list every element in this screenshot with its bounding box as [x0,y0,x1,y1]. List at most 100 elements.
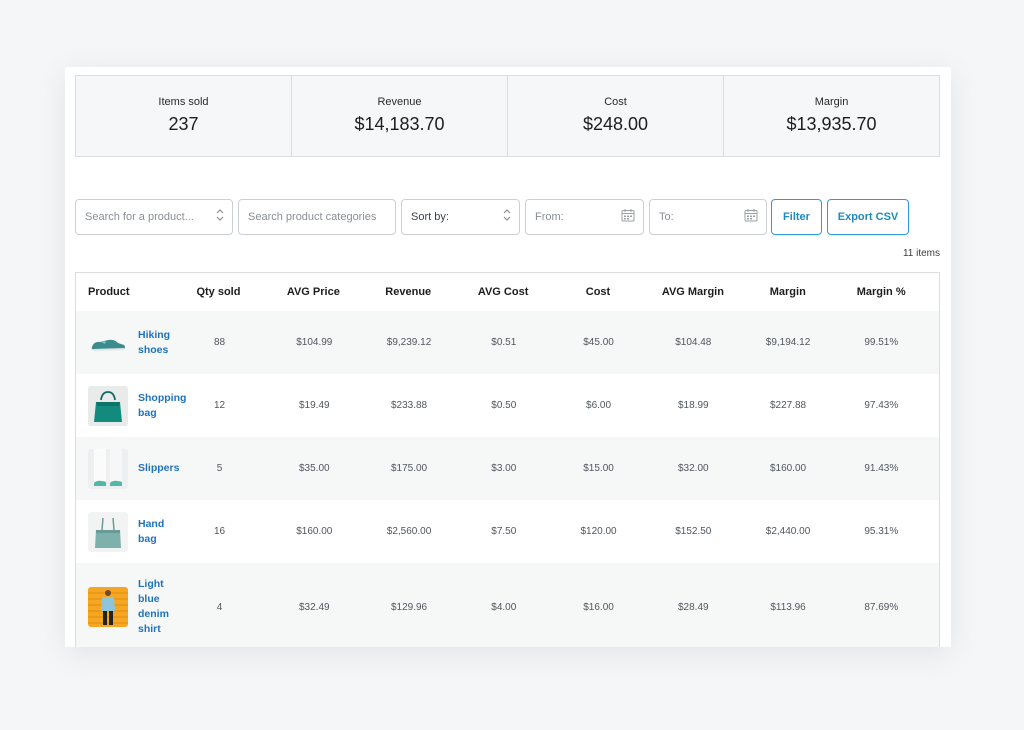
revenue-cell: $175.00 [390,463,428,474]
margin-pct-cell: 87.69% [864,601,899,613]
avg-price-cell: $35.00 [298,463,330,474]
margin-pct-cell: 99.51% [864,337,899,348]
table-row: Hiking shoes 88 $104.99 $9,239.12 $0.51 … [76,311,939,374]
stat-items-sold: Items sold 237 [76,76,292,156]
header-avg-price[interactable]: AVG Price [286,286,340,298]
margin-pct-cell: 97.43% [864,400,899,411]
avg-price-cell: $160.00 [296,526,333,537]
stat-margin: Margin $13,935.70 [724,76,939,156]
table-row: Shopping bag 12 $19.49 $233.88 $0.50 $6.… [76,374,939,437]
avg-cost-cell: $4.00 [491,601,517,613]
avg-margin-cell: $104.48 [675,337,712,348]
stat-revenue: Revenue $14,183.70 [292,76,508,156]
cost-cell: $120.00 [580,526,617,537]
revenue-cell: $233.88 [390,400,428,411]
hiking-shoes-thumbnail[interactable] [88,322,128,363]
filter-button[interactable]: Filter [771,199,822,235]
product-cell: Hiking shoes [76,322,184,363]
avg-margin-cell: $18.99 [677,400,709,411]
avg-cost-cell: $0.51 [491,337,517,348]
stat-value: $13,935.70 [786,114,877,134]
cost-cell: $6.00 [586,400,612,411]
calendar-icon [621,208,635,225]
margin-pct-cell: 95.31% [864,526,899,537]
header-product[interactable]: Product [88,286,130,298]
qty-cell: 16 [213,526,226,537]
qty-cell: 5 [216,463,223,474]
product-search-select[interactable]: Search for a product... [75,199,233,235]
summary-stats: Items sold 237 Revenue $14,183.70 Cost $… [75,75,940,157]
cost-cell: $45.00 [583,337,614,348]
avg-price-cell: $104.99 [296,337,333,348]
product-link[interactable]: Shopping bag [138,391,187,419]
margin-cell: $9,194.12 [765,337,811,348]
stat-label: Cost [604,96,627,108]
shopping-bag-thumbnail[interactable] [88,385,128,426]
stat-label: Items sold [158,96,209,108]
product-search-placeholder: Search for a product... [85,211,194,223]
header-avg-cost[interactable]: AVG Cost [477,286,529,298]
avg-margin-cell: $32.00 [677,463,709,474]
item-count: 11 items [902,248,940,259]
header-margin[interactable]: Margin [769,286,806,298]
table-header: Product Qty sold AVG Price Revenue AVG C… [76,273,939,311]
calendar-icon [744,208,758,225]
table-row: Slippers 5 $35.00 $175.00 $3.00 $15.00 $… [76,437,939,500]
margin-cell: $2,440.00 [765,526,811,537]
sort-by-select[interactable]: Sort by: [401,199,520,235]
category-search-input[interactable]: Search product categories [238,199,396,235]
avg-margin-cell: $152.50 [675,526,712,537]
avg-cost-cell: $3.00 [491,463,517,474]
chevron-updown-icon [216,208,224,225]
product-cell: Hand bag [76,511,184,552]
product-link[interactable]: Light blue denim shirt [138,578,169,635]
product-cell: Slippers [76,448,184,489]
from-date-placeholder: From: [535,211,564,223]
revenue-cell: $129.96 [390,601,428,613]
header-margin-pct[interactable]: Margin % [856,286,906,298]
cost-cell: $15.00 [583,463,614,474]
qty-cell: 4 [216,601,223,613]
header-avg-margin[interactable]: AVG Margin [661,286,724,298]
product-cell: Shopping bag [76,385,187,426]
stat-value: 237 [168,114,199,134]
to-date-placeholder: To: [659,211,674,223]
export-csv-button[interactable]: Export CSV [827,199,909,235]
category-search-placeholder: Search product categories [248,211,377,223]
qty-cell: 88 [213,337,226,348]
to-date-input[interactable]: To: [649,199,767,235]
product-link[interactable]: Hand bag [138,517,165,545]
header-revenue[interactable]: Revenue [385,286,432,298]
qty-cell: 12 [213,400,226,411]
stat-cost: Cost $248.00 [508,76,724,156]
slippers-thumbnail[interactable] [88,448,128,489]
revenue-cell: $9,239.12 [386,337,432,348]
product-cell: Light blue denim shirt [76,577,184,637]
header-qty-sold[interactable]: Qty sold [196,286,241,298]
products-table: Product Qty sold AVG Price Revenue AVG C… [75,272,940,647]
table-row: Light blue denim shirt 4 $32.49 $129.96 … [76,563,939,647]
margin-cell: $160.00 [769,463,807,474]
margin-cell: $227.88 [769,400,807,411]
stat-label: Margin [814,96,849,108]
avg-price-cell: $32.49 [298,601,330,613]
chevron-updown-icon [503,208,511,225]
stat-value: $14,183.70 [354,114,445,134]
avg-margin-cell: $28.49 [677,601,709,613]
stat-label: Revenue [377,96,422,108]
revenue-cell: $2,560.00 [386,526,432,537]
avg-cost-cell: $0.50 [491,400,517,411]
from-date-input[interactable]: From: [525,199,644,235]
product-link[interactable]: Slippers [138,462,180,474]
denim-shirt-thumbnail[interactable] [88,587,128,627]
stat-value: $248.00 [582,114,649,134]
cost-cell: $16.00 [583,601,614,613]
table-row: Hand bag 16 $160.00 $2,560.00 $7.50 $120… [76,500,939,563]
avg-cost-cell: $7.50 [491,526,517,537]
sort-by-label: Sort by: [411,211,449,223]
margin-pct-cell: 91.43% [864,463,899,474]
header-cost[interactable]: Cost [585,286,611,298]
product-link[interactable]: Hiking shoes [138,328,171,356]
report-card: Items sold 237 Revenue $14,183.70 Cost $… [65,67,951,647]
hand-bag-thumbnail[interactable] [88,511,128,552]
